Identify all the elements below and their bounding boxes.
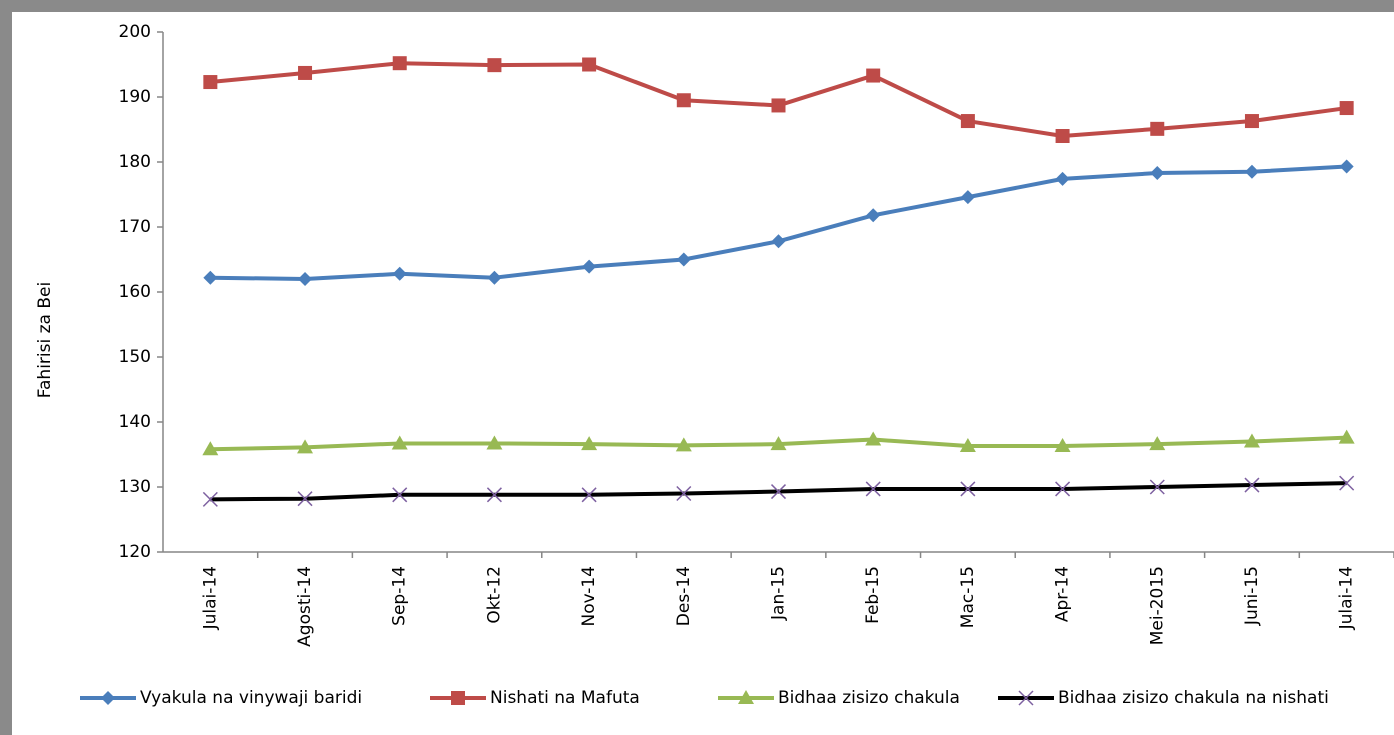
data-point xyxy=(1055,129,1070,143)
data-point xyxy=(202,441,219,456)
x-tick-label: Feb-15 xyxy=(863,566,883,624)
x-tick-label: Jan-15 xyxy=(769,566,789,621)
data-point xyxy=(298,65,313,80)
data-point xyxy=(959,438,976,453)
y-tick-label: 130 xyxy=(119,477,151,497)
x-tick-label: Des-14 xyxy=(674,566,694,626)
data-point xyxy=(960,481,976,497)
legend-label: Bidhaa zisizo chakula na nishati xyxy=(1058,688,1329,708)
data-point xyxy=(770,484,787,500)
data-point xyxy=(297,491,313,507)
data-point xyxy=(581,436,598,451)
data-point xyxy=(487,270,502,285)
data-point xyxy=(1055,481,1071,497)
data-point xyxy=(582,259,597,274)
data-point xyxy=(1339,101,1354,116)
data-point xyxy=(1244,477,1260,493)
data-point xyxy=(1055,171,1070,186)
y-tick-label: 160 xyxy=(119,282,151,302)
x-tick-label: Agosti-14 xyxy=(295,566,315,647)
data-point xyxy=(1339,159,1354,174)
data-point xyxy=(1150,121,1165,136)
x-tick-label: Apr-14 xyxy=(1053,566,1073,622)
data-point xyxy=(203,75,218,90)
data-point xyxy=(1338,429,1355,444)
y-tick-label: 140 xyxy=(119,412,151,432)
data-point xyxy=(866,208,881,223)
series-line xyxy=(210,164,1347,281)
data-point xyxy=(1054,438,1071,453)
x-tick-label: Nov-14 xyxy=(579,566,599,627)
data-point xyxy=(676,252,691,267)
x-tick-label: Julai-14 xyxy=(200,566,220,630)
data-point xyxy=(202,491,218,507)
x-tick-label: Juni-15 xyxy=(1242,566,1262,626)
data-point xyxy=(1243,433,1260,448)
y-tick-label: 190 xyxy=(119,87,151,107)
y-tick-label: 120 xyxy=(119,542,151,562)
legend-marker xyxy=(451,691,465,705)
y-tick-label: 180 xyxy=(119,152,151,172)
data-point xyxy=(391,435,408,450)
data-point xyxy=(960,114,975,129)
data-point xyxy=(771,98,786,113)
data-point xyxy=(392,56,407,71)
data-point xyxy=(581,487,597,503)
data-point xyxy=(298,272,313,286)
legend-marker xyxy=(738,690,754,704)
x-tick-label: Mac-15 xyxy=(958,566,978,628)
data-point xyxy=(1244,114,1259,129)
data-point xyxy=(960,190,975,205)
legend-marker xyxy=(1018,690,1034,706)
data-point xyxy=(392,266,407,281)
data-point xyxy=(297,439,314,454)
data-point xyxy=(487,58,502,73)
data-point xyxy=(486,487,502,503)
data-point xyxy=(771,234,786,249)
data-point xyxy=(866,68,881,83)
data-point xyxy=(865,481,881,497)
legend-label: Bidhaa zisizo chakula xyxy=(778,688,960,708)
data-point xyxy=(676,485,692,502)
data-point xyxy=(865,431,882,446)
data-point xyxy=(486,435,503,450)
x-tick-label: Julai-14 xyxy=(1337,566,1357,630)
x-tick-label: Okt-12 xyxy=(484,566,504,624)
legend-label: Vyakula na vinywaji baridi xyxy=(140,688,362,708)
data-point xyxy=(1149,479,1165,495)
data-point xyxy=(1244,164,1259,179)
data-point xyxy=(1150,166,1165,181)
y-tick-label: 150 xyxy=(119,347,151,367)
legend-marker xyxy=(101,691,115,705)
data-point xyxy=(582,57,597,72)
x-tick-label: Sep-14 xyxy=(390,566,410,626)
data-point xyxy=(392,487,408,503)
y-axis-label: Fahirisi za Bei xyxy=(35,282,55,398)
data-point xyxy=(1339,475,1355,491)
data-point xyxy=(676,93,691,108)
x-tick-label: Mei-2015 xyxy=(1147,566,1167,645)
y-tick-label: 200 xyxy=(119,22,151,42)
data-point xyxy=(675,437,692,452)
legend-label: Nishati na Mafuta xyxy=(490,688,640,708)
data-point xyxy=(1149,436,1166,451)
data-point xyxy=(203,270,218,285)
y-tick-label: 170 xyxy=(119,217,151,237)
data-point xyxy=(770,436,787,451)
